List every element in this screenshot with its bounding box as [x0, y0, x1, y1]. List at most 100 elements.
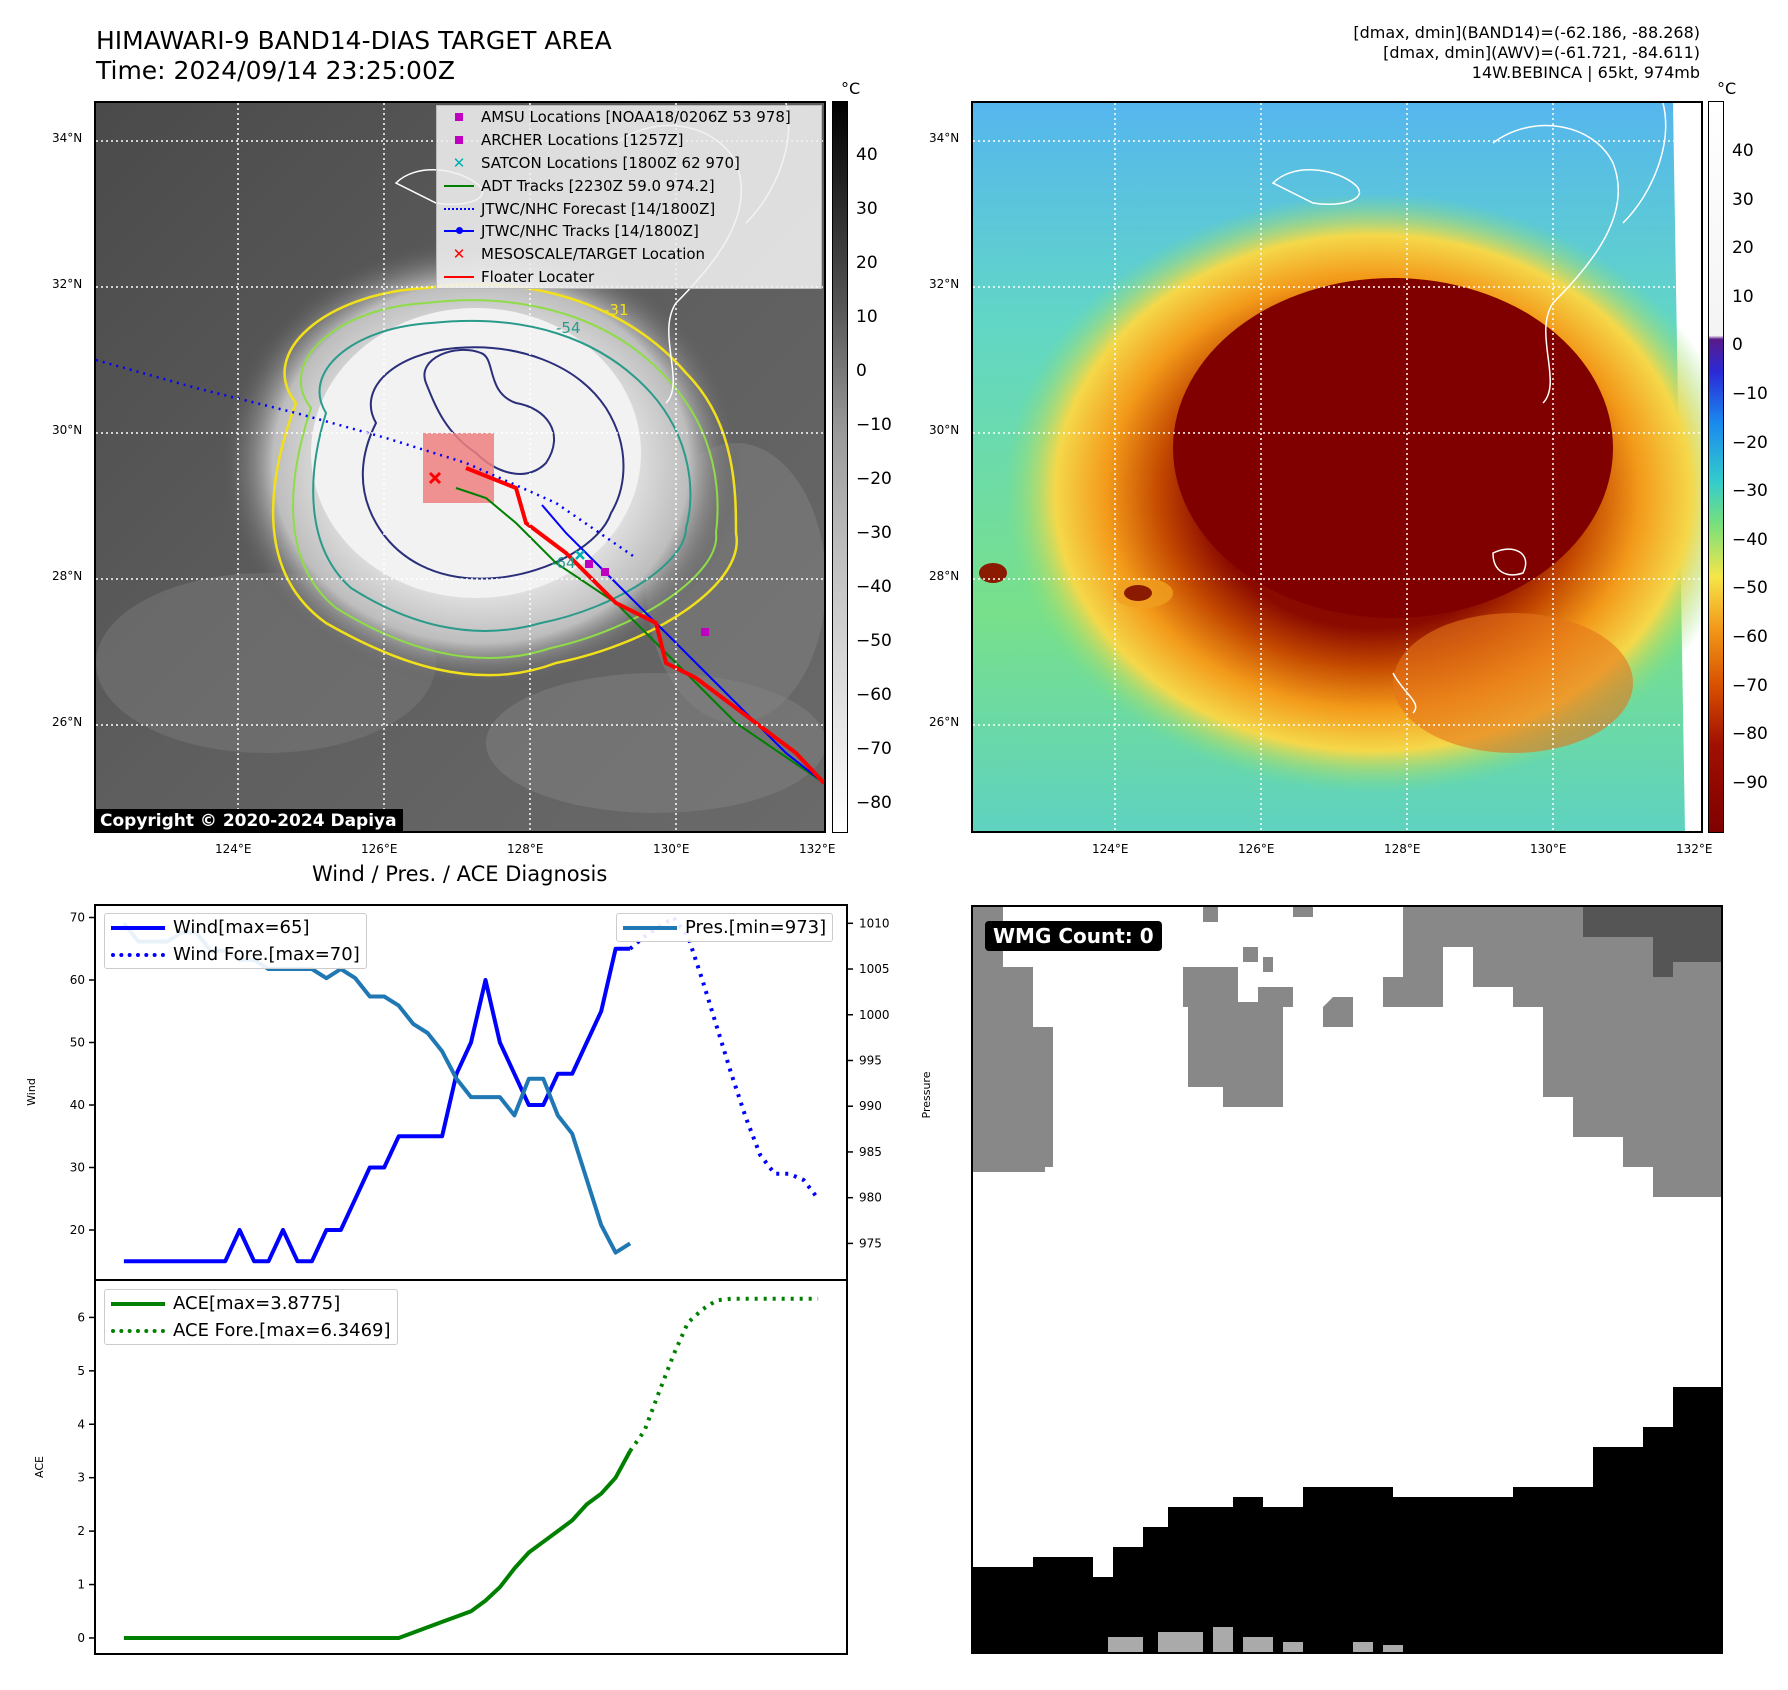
y-tick-label: 50	[70, 1036, 85, 1050]
floater-box	[423, 433, 494, 503]
colorbar-tick: 0	[1732, 335, 1743, 356]
legend-line-icon	[444, 184, 474, 187]
y-tick-label: 20	[70, 1223, 85, 1237]
cbar-color-unit: °C	[1717, 79, 1737, 98]
y-tick-label: 40	[70, 1098, 85, 1112]
colorbar-tick: −70	[1732, 675, 1768, 696]
ace-legend: ACE[max=3.8775] ACE Fore.[max=6.3469]	[104, 1289, 398, 1345]
legend-line-icon	[623, 925, 677, 930]
colorbar-tick: −10	[856, 415, 892, 435]
lon-tick: 130°E	[1530, 842, 1567, 856]
amsu-marker-2	[701, 628, 709, 636]
figure-time: Time: 2024/09/14 23:25:00Z	[96, 56, 455, 85]
colorbar-tick: −40	[1732, 529, 1768, 550]
archer-marker	[601, 568, 609, 576]
legend-dotted-icon	[111, 1328, 165, 1333]
colorbar-tick: 40	[856, 145, 878, 165]
colorbar-tick: 30	[1732, 189, 1754, 210]
lon-tick: 128°E	[1384, 842, 1421, 856]
colorbar-tick: −70	[856, 739, 892, 759]
legend-dotted-icon	[444, 207, 474, 210]
pressure-axis-label: Pressure	[920, 1071, 933, 1118]
y-tick-label: 985	[859, 1145, 882, 1159]
colorbar-tick: 40	[1732, 141, 1754, 161]
target-marker	[428, 471, 442, 485]
y-tick-label: 6	[77, 1310, 85, 1324]
colorbar-tick: −40	[856, 577, 892, 597]
y-tick-label: 980	[859, 1191, 882, 1205]
info-awv: [dmax, dmin](AWV)=(-61.721, -84.611)	[1383, 43, 1700, 62]
colorbar-tick: 0	[856, 361, 867, 381]
legend-item-target: ✕ MESOSCALE/TARGET Location	[437, 243, 821, 266]
legend-item-amsu: AMSU Locations [NOAA18/0206Z 53 978]	[437, 106, 821, 129]
contour-yellow	[271, 282, 738, 677]
lat-tick: 26°N	[929, 715, 960, 729]
colorbar-tick: −30	[856, 523, 892, 543]
floater-locater	[465, 466, 824, 785]
pres-legend: Pres.[min=973]	[616, 913, 834, 942]
colorbar-tick: −60	[856, 685, 892, 705]
legend-item-wind: Wind[max=65]	[105, 914, 366, 941]
wind-legend: Wind[max=65] Wind Fore.[max=70]	[104, 913, 367, 969]
awv-map-svg	[973, 103, 1701, 831]
colorbar-tick: −50	[1732, 578, 1768, 599]
wmg-panel: WMG Count: 0	[971, 905, 1723, 1654]
lat-tick: 30°N	[52, 423, 83, 437]
y-tick-label: 1010	[859, 916, 890, 930]
contour-label-64: -64	[551, 554, 576, 572]
y-tick-label: 4	[77, 1417, 85, 1431]
colorbar-tick: 20	[1732, 238, 1754, 259]
wmg-count-badge: WMG Count: 0	[985, 921, 1162, 951]
info-storm: 14W.BEBINCA | 65kt, 974mb	[1471, 63, 1700, 82]
legend-line-icon	[111, 1301, 165, 1306]
y-tick-label: 995	[859, 1053, 882, 1067]
map-legend: AMSU Locations [NOAA18/0206Z 53 978] ARC…	[436, 105, 822, 290]
legend-item-ace: ACE[max=3.8775]	[105, 1290, 397, 1317]
contour-blue	[361, 346, 625, 580]
series-line	[628, 1296, 819, 1453]
colorbar-tick: −80	[856, 793, 892, 813]
y-tick-label: 0	[77, 1631, 85, 1645]
contour-teal	[312, 319, 692, 632]
ace-axis-label: ACE	[33, 1456, 46, 1478]
colorbar-tick: 20	[856, 253, 878, 273]
legend-x-icon: ✕	[452, 153, 466, 172]
y-tick-label: 2	[77, 1524, 85, 1538]
colorbar-tick: 10	[1732, 286, 1754, 307]
lat-tick: 34°N	[52, 131, 83, 145]
contour-lightgreen	[292, 299, 719, 659]
series-line	[122, 922, 632, 1255]
lon-tick: 128°E	[507, 842, 544, 856]
y-tick-label: 1000	[859, 1008, 890, 1022]
lon-tick: 126°E	[1238, 842, 1275, 856]
colorbar-tick: 10	[856, 307, 878, 327]
legend-square-icon	[455, 113, 463, 122]
cbar-color	[1708, 101, 1724, 833]
y-tick-label: 1005	[859, 962, 890, 976]
lon-tick: 126°E	[361, 842, 398, 856]
legend-item-satcon: ✕ SATCON Locations [1800Z 62 970]	[437, 152, 821, 175]
awv-map-panel	[971, 101, 1703, 833]
lat-tick: 32°N	[929, 277, 960, 291]
colorbar-tick: −20	[1732, 432, 1768, 453]
y-tick-label: 1	[77, 1578, 85, 1592]
series-line	[123, 1450, 632, 1640]
legend-item-jtwc-forecast: JTWC/NHC Forecast [14/1800Z]	[437, 197, 821, 220]
lat-tick: 34°N	[929, 131, 960, 145]
satcon-marker	[575, 550, 585, 560]
figure-title: HIMAWARI-9 BAND14-DIAS TARGET AREA	[96, 26, 612, 55]
lon-tick: 132°E	[1676, 842, 1713, 856]
colorbar-tick: −50	[856, 631, 892, 651]
lat-tick: 28°N	[929, 569, 960, 583]
y-tick-label: 5	[77, 1364, 85, 1378]
copyright-label: Copyright © 2020-2024 Dapiya	[96, 809, 403, 831]
wind-axis-label: Wind	[25, 1078, 38, 1106]
lon-tick: 124°E	[1092, 842, 1129, 856]
lat-tick: 26°N	[52, 715, 83, 729]
legend-line-icon	[111, 925, 165, 930]
cbar-gray	[832, 101, 848, 833]
lat-tick: 32°N	[52, 277, 83, 291]
adt-track	[455, 487, 824, 784]
legend-item-wind-fore: Wind Fore.[max=70]	[105, 941, 366, 968]
series-line	[628, 915, 820, 1201]
